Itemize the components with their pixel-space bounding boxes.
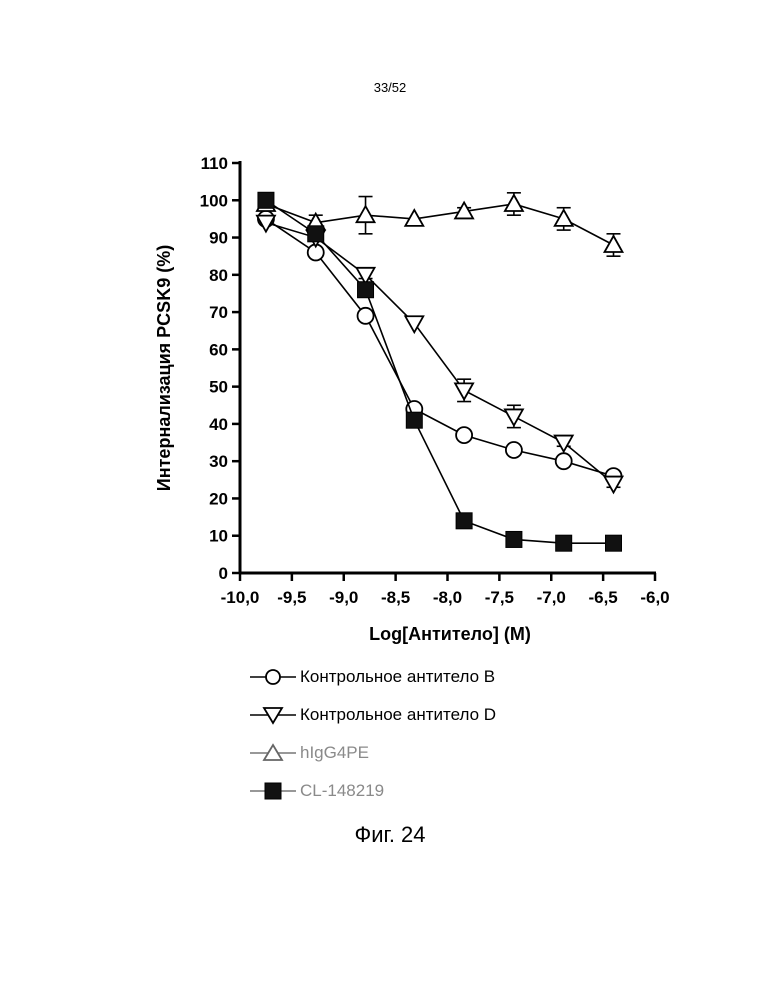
chart: 0 10 20 30 40 50 60 70 80 90 100 110 -10,0 -9,5 -9,0 -8… — [0, 0, 780, 660]
y-tick-label: 90 — [209, 229, 228, 248]
legend-label: Контрольное антитело B — [300, 667, 495, 687]
data-point — [358, 282, 374, 298]
data-point — [505, 409, 523, 425]
y-axis-label: Интернализация PCSK9 (%) — [154, 245, 174, 491]
data-point — [606, 535, 622, 551]
data-point — [357, 206, 375, 222]
legend-label: CL-148219 — [300, 781, 384, 801]
y-tick-label: 50 — [209, 378, 228, 397]
x-tick-label: -7,0 — [537, 588, 566, 607]
y-tick-label: 80 — [209, 266, 228, 285]
legend-item-higg4pe: hIgG4PE — [248, 734, 496, 772]
series-layer — [257, 192, 623, 551]
y-tick-label: 0 — [219, 564, 228, 583]
data-point — [506, 531, 522, 547]
x-tick-label: -6,0 — [640, 588, 669, 607]
data-point — [605, 236, 623, 252]
legend-item-cl148219: CL-148219 — [248, 772, 496, 810]
data-point — [605, 477, 623, 493]
x-tick-label: -10,0 — [221, 588, 260, 607]
data-point — [555, 436, 573, 452]
x-tick-label: -8,5 — [381, 588, 410, 607]
data-point — [405, 316, 423, 332]
data-point — [556, 535, 572, 551]
y-tick-label: 70 — [209, 303, 228, 322]
data-point — [556, 453, 572, 469]
figure-caption: Фиг. 24 — [0, 822, 780, 848]
data-point — [506, 442, 522, 458]
data-point — [505, 195, 523, 211]
x-tick-label: -6,5 — [588, 588, 617, 607]
legend-label: hIgG4PE — [300, 743, 369, 763]
data-point — [555, 210, 573, 226]
x-axis-label: Log[Антитело] (M) — [369, 624, 531, 644]
x-tick-label: -7,5 — [485, 588, 514, 607]
triangle-down-marker-icon — [248, 703, 298, 727]
legend: Контрольное антитело B Контрольное антит… — [248, 658, 496, 810]
data-point — [308, 226, 324, 242]
square-marker-icon — [248, 779, 298, 803]
legend-item-series-d: Контрольное антитело D — [248, 696, 496, 734]
legend-label: Контрольное антитело D — [300, 705, 496, 725]
data-point — [358, 308, 374, 324]
x-tick-label: -9,0 — [329, 588, 358, 607]
y-tick-label: 40 — [209, 415, 228, 434]
legend-item-series-b: Контрольное антитело B — [248, 658, 496, 696]
y-tick-label: 100 — [200, 191, 228, 210]
x-tick-label: -9,5 — [277, 588, 306, 607]
y-tick-label: 30 — [209, 452, 228, 471]
x-tick-label: -8,0 — [433, 588, 462, 607]
y-tick-label: 60 — [209, 340, 228, 359]
data-point — [258, 192, 274, 208]
data-point — [455, 383, 473, 399]
y-tick-label: 110 — [201, 154, 228, 173]
chart-axes — [232, 161, 656, 581]
triangle-up-marker-icon — [248, 741, 298, 765]
circle-marker-icon — [248, 665, 298, 689]
data-point — [456, 513, 472, 529]
y-tick-label: 10 — [209, 527, 228, 546]
data-point — [406, 412, 422, 428]
data-point — [456, 427, 472, 443]
y-tick-label: 20 — [209, 489, 228, 508]
